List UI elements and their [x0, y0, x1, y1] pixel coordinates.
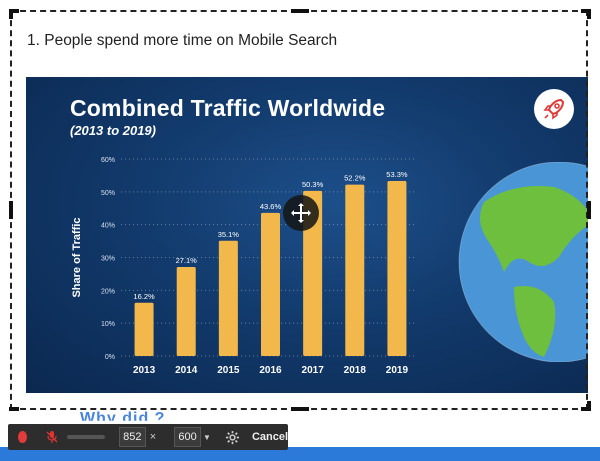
- dimension-separator: ×: [149, 431, 157, 443]
- x-tick-label: 2017: [302, 365, 325, 376]
- next-heading-partial: Why did ?: [80, 410, 166, 427]
- rocket-icon: [534, 89, 574, 129]
- bar: [387, 180, 407, 356]
- data-label: 16.2%: [133, 292, 155, 301]
- x-tick-label: 2013: [133, 365, 156, 376]
- bar: [261, 212, 280, 356]
- document-heading: 1. People spend more time on Mobile Sear…: [27, 32, 338, 49]
- record-icon[interactable]: [18, 431, 27, 443]
- x-tick-label: 2019: [386, 365, 409, 376]
- resize-handle-bottom-left[interactable]: [9, 407, 19, 411]
- x-tick-label: 2016: [259, 365, 282, 376]
- resize-handle-right[interactable]: [587, 201, 591, 219]
- data-label: 52.2%: [344, 174, 366, 183]
- x-tick-label: 2015: [217, 365, 240, 376]
- y-tick-label: 20%: [101, 288, 115, 295]
- bar: [303, 190, 323, 356]
- move-handle[interactable]: [283, 195, 319, 231]
- data-label: 27.1%: [176, 256, 198, 265]
- y-axis-label: Share of Traffic: [71, 217, 83, 297]
- resize-handle-top-right-v[interactable]: [587, 9, 591, 19]
- y-tick-label: 50%: [101, 190, 115, 197]
- move-icon: [291, 203, 311, 223]
- bar: [345, 184, 365, 356]
- slide-title: Combined Traffic Worldwide: [70, 95, 386, 121]
- y-tick-label: 0%: [105, 354, 115, 361]
- bar: [134, 302, 154, 356]
- capture-toolbar: 852 × 600 ▼ Cancel: [8, 424, 288, 450]
- slide-subtitle: (2013 to 2019): [70, 123, 156, 138]
- volume-slider[interactable]: [66, 435, 105, 439]
- cancel-button[interactable]: Cancel: [251, 431, 289, 443]
- resize-handle-bottom-right-v[interactable]: [587, 401, 591, 411]
- resize-handle-bottom[interactable]: [291, 407, 309, 411]
- gear-icon[interactable]: [225, 429, 240, 445]
- resize-handle-bottom-right[interactable]: [581, 407, 591, 411]
- y-tick-label: 30%: [101, 256, 115, 263]
- resize-handle-top-right[interactable]: [581, 9, 591, 13]
- data-label: 50.3%: [302, 180, 324, 189]
- globe-icon: [458, 162, 588, 362]
- x-tick-label: 2018: [344, 365, 367, 376]
- resize-handle-top-left[interactable]: [9, 9, 19, 13]
- height-input[interactable]: 600: [174, 427, 202, 447]
- data-label: 35.1%: [218, 230, 240, 239]
- y-tick-label: 60%: [101, 157, 115, 164]
- data-label: 53.3%: [386, 170, 408, 179]
- bar: [176, 267, 196, 356]
- resize-handle-top-left-v[interactable]: [9, 9, 13, 19]
- slide-image: 0% 10% 20% 30% 40% 50% 60% Share of Traffic 16.2…: [26, 77, 588, 393]
- bar: [218, 240, 238, 356]
- x-tick-label: 2014: [175, 365, 198, 376]
- bar-chart: 0% 10% 20% 30% 40% 50% 60% Share of Traffic 16.2…: [71, 157, 416, 376]
- page-bottom-bar: [0, 447, 600, 461]
- mic-muted-icon[interactable]: [45, 429, 59, 445]
- chevron-down-icon[interactable]: ▼: [203, 432, 211, 442]
- data-label: 43.6%: [260, 202, 282, 211]
- y-tick-label: 40%: [101, 223, 115, 230]
- resize-handle-top[interactable]: [291, 9, 309, 13]
- resize-handle-left[interactable]: [9, 201, 13, 219]
- width-input[interactable]: 852: [118, 427, 146, 447]
- y-tick-label: 10%: [101, 321, 115, 328]
